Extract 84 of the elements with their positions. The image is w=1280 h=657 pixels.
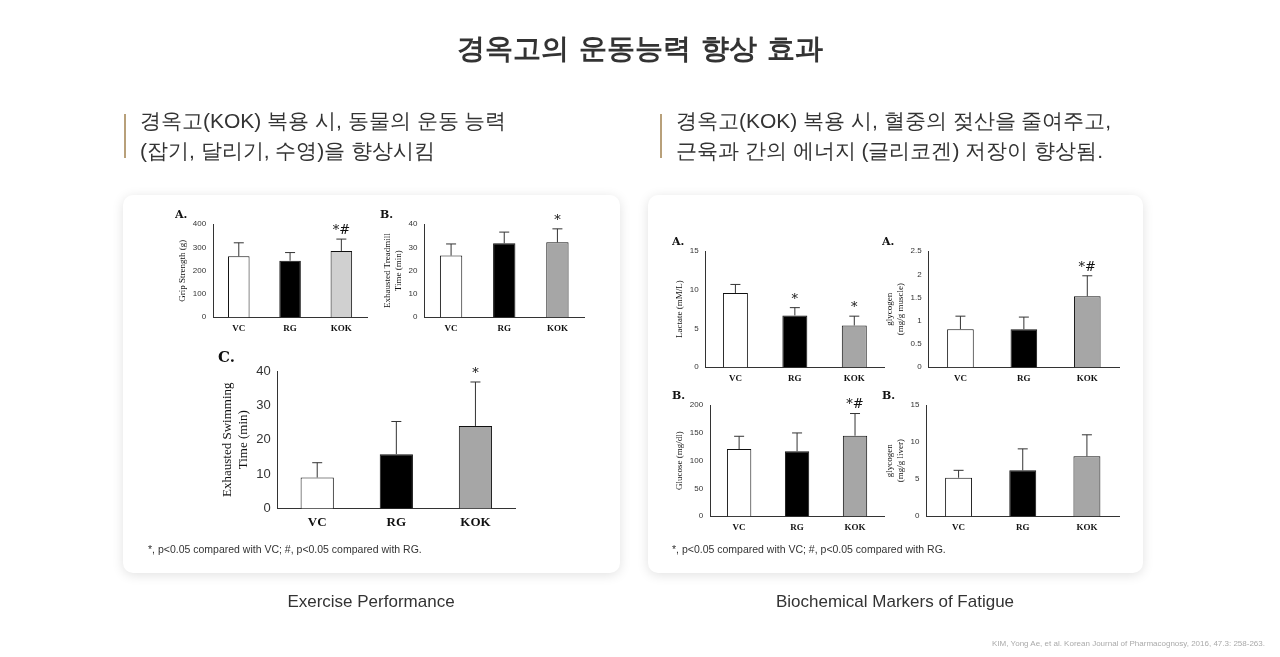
- x-tick-label: KOK: [460, 513, 492, 529]
- y-tick-label: 100: [192, 289, 207, 299]
- y-axis-title: glycogen (mg/g liver): [883, 439, 905, 483]
- text: Biochemical Markers of Fatigue: [774, 591, 1016, 613]
- x-tick-label: VC: [953, 372, 967, 383]
- y-tick-label: 50: [694, 483, 704, 493]
- y-tick-label: 0: [263, 499, 271, 515]
- y-tick-label: 200: [689, 400, 704, 410]
- y-tick-label: 2: [917, 269, 923, 279]
- chart-title: A.: [671, 235, 685, 249]
- y-tick-label: 0: [201, 312, 207, 322]
- x-tick-label: KOK: [844, 521, 866, 532]
- x-tick-label: VC: [232, 322, 246, 333]
- y-tick-label: 40: [256, 362, 271, 378]
- y-axis-title: glycogen (mg/g muscle): [883, 283, 905, 336]
- x-tick-label: RG: [1017, 372, 1031, 383]
- y-tick-label: 100: [689, 455, 704, 465]
- y-tick-label: 5: [694, 323, 700, 333]
- annotation: *: [554, 211, 562, 227]
- y-tick-label: 10: [910, 437, 921, 447]
- annotation: *: [851, 299, 859, 315]
- x-tick-label: VC: [952, 521, 966, 532]
- y-tick-label: 0: [413, 312, 419, 322]
- y-tick-label: 2.5: [910, 246, 923, 256]
- chart-title: B.: [380, 208, 394, 222]
- y-tick-label: 0: [698, 511, 704, 521]
- y-tick-label: 0: [917, 362, 923, 372]
- text: Exercise Performance: [286, 591, 456, 613]
- y-tick-label: 5: [915, 474, 921, 484]
- x-tick-label: RG: [790, 521, 804, 532]
- y-tick-label: 1.5: [910, 292, 923, 302]
- annotation: *#: [846, 396, 864, 412]
- text: *, p<0.05 compared with VC; #, p<0.05 compared with RG.: [672, 542, 946, 557]
- chart-title: B.: [672, 389, 686, 403]
- chart-title: B.: [882, 389, 896, 403]
- x-tick-label: RG: [788, 372, 802, 383]
- y-tick-label: 15: [910, 400, 921, 410]
- x-tick-label: KOK: [330, 322, 352, 333]
- text: *, p<0.05 compared with VC; #, p<0.05 compared with RG.: [148, 542, 422, 557]
- text: 경옥고(KOK) 복용 시, 혈중의 젖산을 줄여주고, 근육과 간의 에너지 (글리코겐) 저장이 향상됨.: [676, 108, 1112, 165]
- annotation: *: [791, 290, 799, 306]
- chart-title: A.: [174, 208, 188, 222]
- y-tick-label: 20: [408, 265, 419, 275]
- chart-title: C.: [218, 347, 235, 366]
- y-tick-label: 30: [256, 396, 271, 412]
- text: 경옥고(KOK) 복용 시, 동물의 운동 능력 (잡기, 달리기, 수영)을 향상시킴: [140, 108, 507, 165]
- y-tick-label: 30: [408, 242, 419, 252]
- y-tick-label: 20: [256, 431, 271, 447]
- y-axis-title: Glucose (mg/dl): [673, 431, 684, 491]
- x-tick-label: KOK: [1076, 372, 1098, 383]
- text: 경옥고의 운동능력 향상 효과: [456, 31, 824, 67]
- x-tick-label: RG: [283, 322, 297, 333]
- x-tick-label: RG: [1016, 521, 1030, 532]
- y-tick-label: 15: [689, 246, 700, 256]
- x-tick-label: RG: [497, 322, 511, 333]
- annotation: *: [472, 364, 480, 380]
- y-tick-label: 0: [694, 362, 700, 372]
- x-tick-label: VC: [732, 521, 746, 532]
- chart-title: A.: [881, 235, 895, 249]
- y-tick-label: 400: [192, 219, 207, 229]
- y-tick-label: 0.5: [910, 339, 923, 349]
- y-axis-title: Grip Strength (g): [176, 239, 187, 302]
- x-tick-label: VC: [444, 322, 458, 333]
- y-tick-label: 40: [408, 219, 419, 229]
- y-tick-label: 1: [917, 316, 923, 325]
- x-tick-label: RG: [386, 513, 407, 529]
- y-tick-label: 300: [192, 242, 207, 252]
- y-tick-label: 0: [915, 511, 921, 521]
- y-axis-title: Exhausted Swimming Time (min): [219, 381, 250, 497]
- y-tick-label: 10: [689, 285, 700, 295]
- y-tick-label: 200: [192, 265, 207, 275]
- text: KIM, Yong Ae, et al. Korean Journal of Pharmacognosy, 2016, 47.3: 258-263.: [992, 638, 1265, 650]
- y-axis-title: Exhausted Treadmill Time (min): [381, 232, 403, 309]
- y-tick-label: 10: [408, 289, 419, 299]
- y-axis-title: Lactate (mM/L): [673, 280, 684, 339]
- y-tick-label: 150: [689, 428, 704, 438]
- x-tick-label: KOK: [546, 322, 568, 333]
- x-tick-label: VC: [307, 513, 327, 529]
- x-tick-label: VC: [728, 372, 742, 383]
- y-tick-label: 10: [256, 465, 271, 481]
- x-tick-label: KOK: [843, 372, 865, 383]
- annotation: *#: [1078, 258, 1096, 274]
- annotation: *#: [332, 221, 351, 237]
- x-tick-label: KOK: [1076, 521, 1098, 532]
